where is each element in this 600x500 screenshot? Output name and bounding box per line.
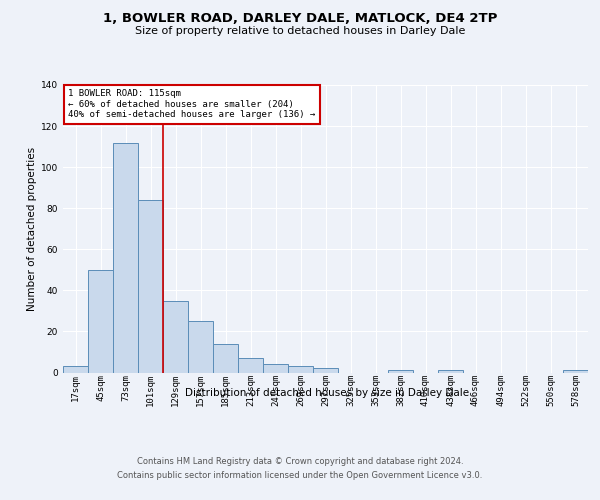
Bar	[188, 321, 213, 372]
Bar	[63, 366, 88, 372]
Bar	[163, 300, 188, 372]
Text: Contains public sector information licensed under the Open Government Licence v3: Contains public sector information licen…	[118, 471, 482, 480]
Bar	[88, 270, 113, 372]
Bar	[138, 200, 163, 372]
Bar	[313, 368, 338, 372]
Bar	[213, 344, 238, 372]
Bar	[263, 364, 288, 372]
Bar	[238, 358, 263, 372]
Bar	[288, 366, 313, 372]
Bar	[113, 142, 138, 372]
Text: 1 BOWLER ROAD: 115sqm
← 60% of detached houses are smaller (204)
40% of semi-det: 1 BOWLER ROAD: 115sqm ← 60% of detached …	[68, 90, 316, 119]
Y-axis label: Number of detached properties: Number of detached properties	[27, 146, 37, 311]
Text: Distribution of detached houses by size in Darley Dale: Distribution of detached houses by size …	[185, 388, 469, 398]
Bar	[438, 370, 463, 372]
Bar	[563, 370, 588, 372]
Text: Contains HM Land Registry data © Crown copyright and database right 2024.: Contains HM Land Registry data © Crown c…	[137, 458, 463, 466]
Text: Size of property relative to detached houses in Darley Dale: Size of property relative to detached ho…	[135, 26, 465, 36]
Text: 1, BOWLER ROAD, DARLEY DALE, MATLOCK, DE4 2TP: 1, BOWLER ROAD, DARLEY DALE, MATLOCK, DE…	[103, 12, 497, 26]
Bar	[388, 370, 413, 372]
